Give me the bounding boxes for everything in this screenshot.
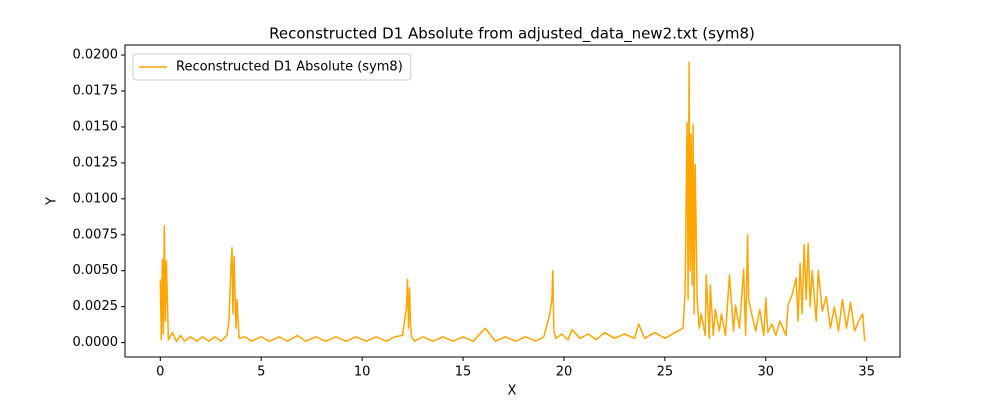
x-tick-label: 10: [354, 365, 371, 380]
chart-title: Reconstructed D1 Absolute from adjusted_…: [269, 25, 755, 44]
data-line: [159, 61, 866, 342]
y-axis-label: Y: [45, 197, 60, 206]
x-axis-label: X: [508, 384, 517, 399]
x-tick-label: 35: [858, 365, 875, 380]
y-tick-label: 0.0000: [73, 335, 119, 350]
y-tick-label: 0.0150: [73, 119, 119, 134]
y-tick-label: 0.0025: [73, 299, 119, 314]
y-tick-label: 0.0175: [73, 84, 119, 99]
y-tick-label: 0.0050: [73, 263, 119, 278]
x-tick-label: 5: [257, 365, 265, 380]
legend-box: [132, 53, 412, 81]
legend-label: Reconstructed D1 Absolute (sym8): [176, 60, 403, 75]
y-tick-label: 0.0125: [73, 155, 119, 170]
plot-frame: [124, 44, 901, 358]
x-tick-label: 30: [758, 365, 775, 380]
x-tick-label: 0: [156, 365, 164, 380]
y-tick-label: 0.0100: [73, 191, 119, 206]
x-tick-label: 25: [657, 365, 674, 380]
x-tick-label: 20: [556, 365, 573, 380]
y-tick-label: 0.0075: [73, 227, 119, 242]
y-tick-label: 0.0200: [73, 48, 119, 63]
x-tick-label: 15: [455, 365, 472, 380]
